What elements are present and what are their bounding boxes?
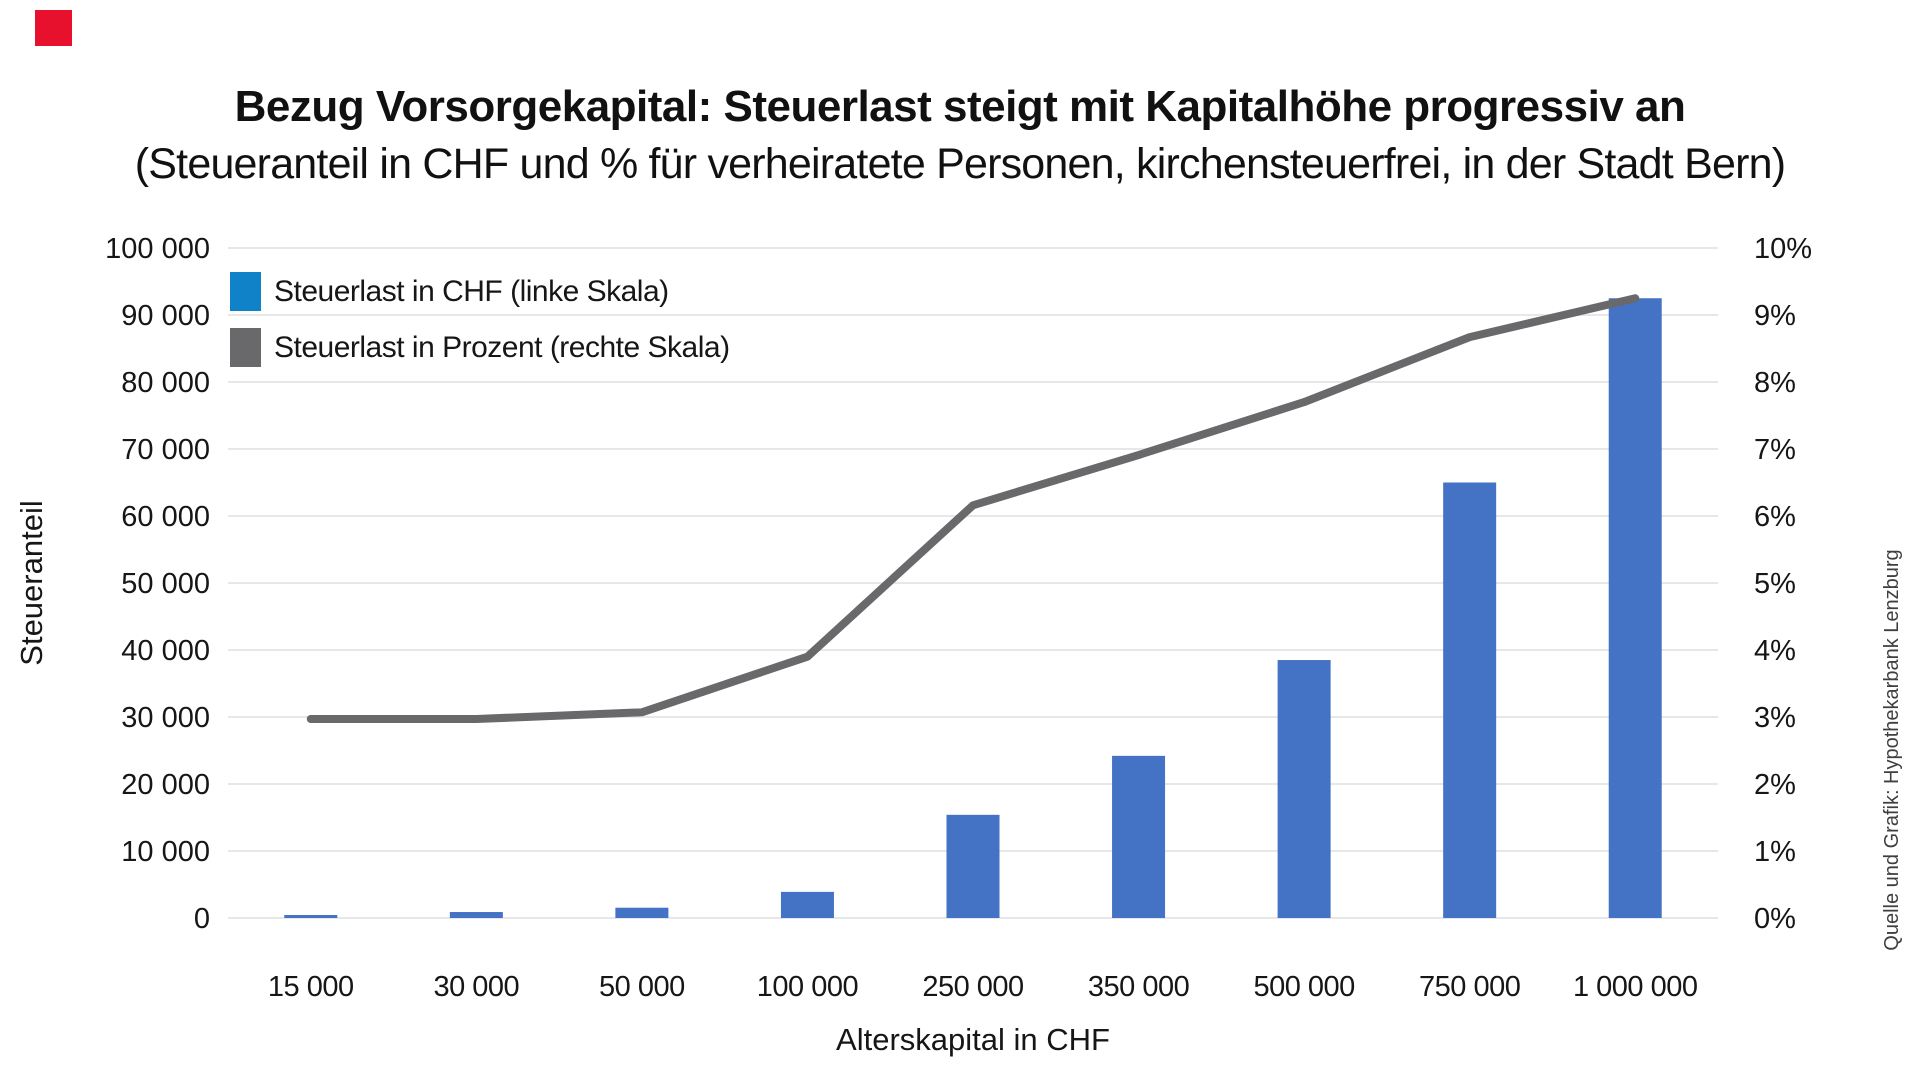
bar-steuerlast-chf: [615, 907, 669, 918]
legend-item-chf: Steuerlast in CHF (linke Skala): [230, 272, 730, 311]
x-axis-tick-label: 15 000: [268, 971, 354, 1003]
legend-item-prozent: Steuerlast in Prozent (rechte Skala): [230, 328, 730, 367]
y-axis-right-tick-label: 10%: [1754, 233, 1812, 265]
x-axis-tick-label: 30 000: [433, 971, 519, 1003]
y-axis-right-tick-label: 9%: [1754, 300, 1796, 332]
x-axis-tick-label: 250 000: [922, 971, 1023, 1003]
legend-label-bars: Steuerlast in CHF (linke Skala): [274, 274, 669, 308]
y-axis-left-tick-label: 60 000: [121, 501, 210, 533]
y-axis-left-tick-label: 70 000: [121, 434, 210, 466]
y-axis-right-tick-label: 7%: [1754, 434, 1796, 466]
y-axis-right-tick-label: 5%: [1754, 568, 1796, 600]
bar-steuerlast-chf: [1112, 755, 1166, 918]
chart-title: Bezug Vorsorgekapital: Steuerlast steigt…: [234, 82, 1686, 131]
x-axis-tick-label: 350 000: [1088, 971, 1189, 1003]
y-axis-left-tick-label: 90 000: [121, 300, 210, 332]
red-corner-mark: [35, 10, 72, 46]
legend-swatch-bars: [230, 272, 261, 311]
bar-steuerlast-chf: [1277, 660, 1331, 918]
y-axis-right-tick-label: 0%: [1754, 903, 1796, 935]
y-axis-right-tick-label: 8%: [1754, 367, 1796, 399]
y-axis-left-tick-label: 80 000: [121, 367, 210, 399]
x-axis-tick-label: 750 000: [1419, 971, 1520, 1003]
legend: Steuerlast in CHF (linke Skala) Steuerla…: [230, 272, 730, 367]
y-axis-title: Steueranteil: [14, 500, 49, 665]
y-axis-left-tick-label: 20 000: [121, 769, 210, 801]
legend-label-line: Steuerlast in Prozent (rechte Skala): [274, 330, 730, 364]
x-axis-tick-label: 1 000 000: [1573, 971, 1698, 1003]
y-axis-left-tick-label: 0: [194, 903, 210, 935]
y-axis-left-tick-label: 30 000: [121, 702, 210, 734]
x-axis-tick-label: 100 000: [757, 971, 858, 1003]
bar-steuerlast-chf: [284, 915, 338, 918]
y-axis-right-tick-label: 2%: [1754, 769, 1796, 801]
bar-steuerlast-chf: [449, 912, 503, 918]
source-note: Quelle und Grafik: Hypothekarbank Lenzbu…: [1881, 549, 1903, 950]
bar-steuerlast-chf: [1443, 482, 1497, 918]
legend-swatch-line: [230, 328, 261, 367]
y-axis-right-tick-label: 4%: [1754, 635, 1796, 667]
y-axis-left-tick-label: 10 000: [121, 836, 210, 868]
bar-steuerlast-chf: [1608, 298, 1662, 918]
bar-steuerlast-chf: [946, 814, 1000, 918]
x-axis-tick-label: 500 000: [1253, 971, 1354, 1003]
y-axis-right-tick-label: 1%: [1754, 836, 1796, 868]
y-axis-right-tick-label: 3%: [1754, 702, 1796, 734]
chart-subtitle: (Steueranteil in CHF und % für verheirat…: [134, 140, 1786, 188]
x-axis-title: Alterskapital in CHF: [836, 1022, 1110, 1057]
y-axis-right-tick-label: 6%: [1754, 501, 1796, 533]
y-axis-left-tick-label: 100 000: [105, 233, 210, 265]
x-axis-tick-label: 50 000: [599, 971, 685, 1003]
y-axis-left-tick-label: 50 000: [121, 568, 210, 600]
y-axis-left-tick-label: 40 000: [121, 635, 210, 667]
line-steuerlast-prozent: [306, 294, 1640, 724]
bar-steuerlast-chf: [780, 891, 834, 918]
